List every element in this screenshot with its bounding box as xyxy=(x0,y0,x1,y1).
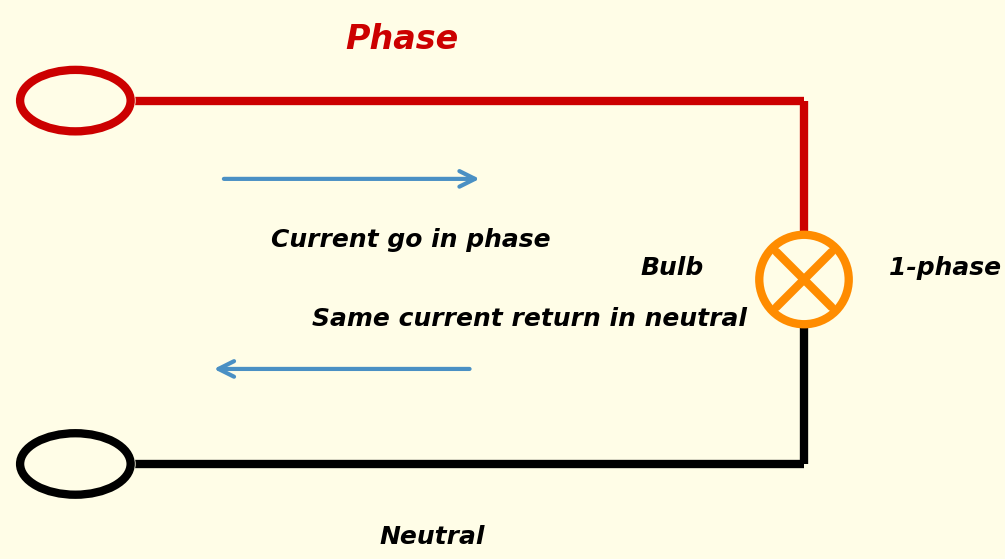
Circle shape xyxy=(20,70,131,131)
Text: Current go in phase: Current go in phase xyxy=(271,229,551,252)
Circle shape xyxy=(20,433,131,495)
Text: Neutral: Neutral xyxy=(380,525,484,548)
Circle shape xyxy=(719,232,889,327)
Circle shape xyxy=(15,67,136,134)
Text: Bulb: Bulb xyxy=(640,257,704,280)
Text: Phase: Phase xyxy=(346,22,458,56)
Ellipse shape xyxy=(760,235,848,324)
Text: Same current return in neutral: Same current return in neutral xyxy=(312,307,747,330)
Circle shape xyxy=(15,430,136,498)
Text: 1-phase load: 1-phase load xyxy=(889,257,1005,280)
